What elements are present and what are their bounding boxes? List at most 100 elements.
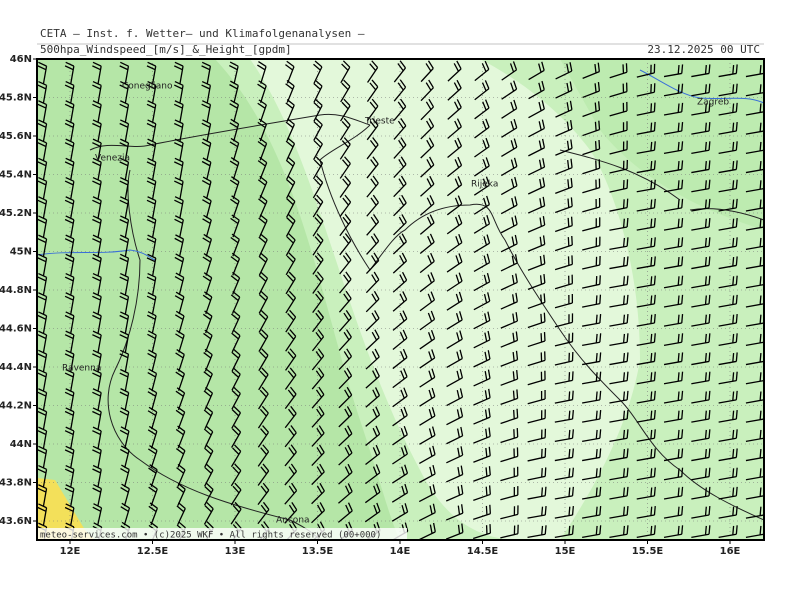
lon-label: 16E (720, 546, 741, 557)
wind-barb (393, 117, 407, 140)
city-label: Trieste (364, 117, 395, 127)
wind-barb (473, 408, 491, 425)
wind-barb (366, 156, 379, 179)
wind-barb (636, 410, 656, 423)
wind-barb (636, 448, 656, 462)
wind-barb (64, 503, 75, 526)
wind-barb (500, 370, 519, 386)
wind-barb (37, 61, 48, 84)
wind-barb (473, 427, 491, 444)
wind-barb (609, 159, 628, 174)
wind-zone (37, 478, 95, 540)
wind-barb (500, 524, 519, 539)
wind-barb (500, 215, 518, 234)
wind-barb (339, 137, 351, 160)
wind-barb (312, 194, 324, 218)
wind-barb (527, 370, 546, 386)
wind-barb (119, 311, 130, 334)
wind-barb (447, 118, 462, 139)
wind-barb (311, 386, 325, 409)
wind-barb (201, 119, 212, 142)
wind-barb (419, 214, 435, 235)
source: CETA – Inst. f. Wetter– und Klimafolgena… (40, 27, 365, 40)
wind-barb (285, 233, 296, 256)
wind-barb (92, 253, 102, 276)
wind-barb (64, 330, 75, 353)
wind-barb (365, 252, 380, 275)
wind-barb (365, 329, 380, 351)
wind-barb (582, 197, 601, 213)
axes: 46N 45.8N 45.6N 45.4N 45.2N 45N 44.8N 44.6N 44.4… (0, 54, 741, 557)
wind-barb (285, 252, 296, 276)
wind-barb (609, 82, 628, 98)
wind-barb (202, 195, 212, 219)
wind-barb (582, 101, 601, 118)
wind-barb (636, 314, 656, 327)
wind-barb (311, 463, 325, 486)
wind-barb (446, 349, 463, 369)
wind-barb (285, 290, 297, 314)
wind-barb (119, 196, 130, 219)
wind-barb (527, 177, 546, 195)
wind-barb (92, 330, 102, 353)
wind-barb (663, 218, 684, 231)
wind-barb (203, 348, 213, 372)
wind-barb (418, 464, 436, 484)
wind-barb (37, 464, 48, 488)
wind-barb (636, 83, 656, 97)
wind-barb (718, 390, 738, 404)
wind-barb (64, 407, 75, 430)
cities: Conegliano Trieste Venezia Rijeka Zagreb Rave… (62, 82, 729, 526)
wind-barb (663, 160, 684, 174)
wind-barb (229, 99, 240, 123)
wind-barb (37, 407, 48, 430)
lon-label: 15E (555, 546, 576, 557)
wind-barb (473, 272, 491, 292)
wind-barb (119, 215, 130, 238)
wind-barb (119, 272, 130, 296)
wind-barb (338, 444, 353, 466)
wind-barb (201, 157, 212, 180)
wind-barb (663, 122, 684, 135)
wind-barb (202, 253, 213, 276)
wind-barb (146, 215, 157, 238)
wind-barb (147, 330, 157, 353)
wind-barb (691, 102, 711, 116)
wind-barb (92, 234, 102, 257)
wind-barb (258, 271, 269, 295)
wind-barb (146, 61, 157, 84)
wind-barb (501, 61, 518, 81)
wind-barb (284, 386, 297, 410)
lat-label: 45.2N (0, 208, 32, 219)
wind-barb (146, 311, 157, 334)
wind-barb (500, 176, 518, 196)
wind-barb (500, 157, 518, 177)
wind-barb (203, 482, 214, 506)
wind-barb (231, 386, 241, 410)
wind-barb (419, 387, 436, 407)
wind-barb (92, 292, 102, 315)
wind-barb (366, 98, 379, 122)
wind-barb (609, 371, 629, 385)
wind-barb (420, 79, 434, 102)
wind-barb (37, 311, 48, 334)
wind-barb (446, 465, 464, 483)
wind-barb (636, 102, 656, 116)
wind-barb (37, 292, 48, 315)
wind-barb (527, 409, 546, 424)
wind-barb (37, 272, 48, 296)
wind-barb (718, 294, 738, 308)
wind-barb (257, 425, 269, 448)
wind-barb (147, 387, 158, 411)
wind-barb (204, 463, 214, 487)
wind-barb (257, 137, 268, 161)
wind-barb (554, 429, 574, 443)
wind-barb (338, 367, 353, 390)
wind-barb (146, 157, 157, 180)
wind-barb (366, 233, 380, 255)
wind-barb (447, 156, 463, 178)
wind-barb (555, 177, 573, 194)
wind-barb (582, 429, 602, 443)
lat-label: 44.2N (0, 401, 32, 412)
wind-barb (691, 448, 711, 462)
